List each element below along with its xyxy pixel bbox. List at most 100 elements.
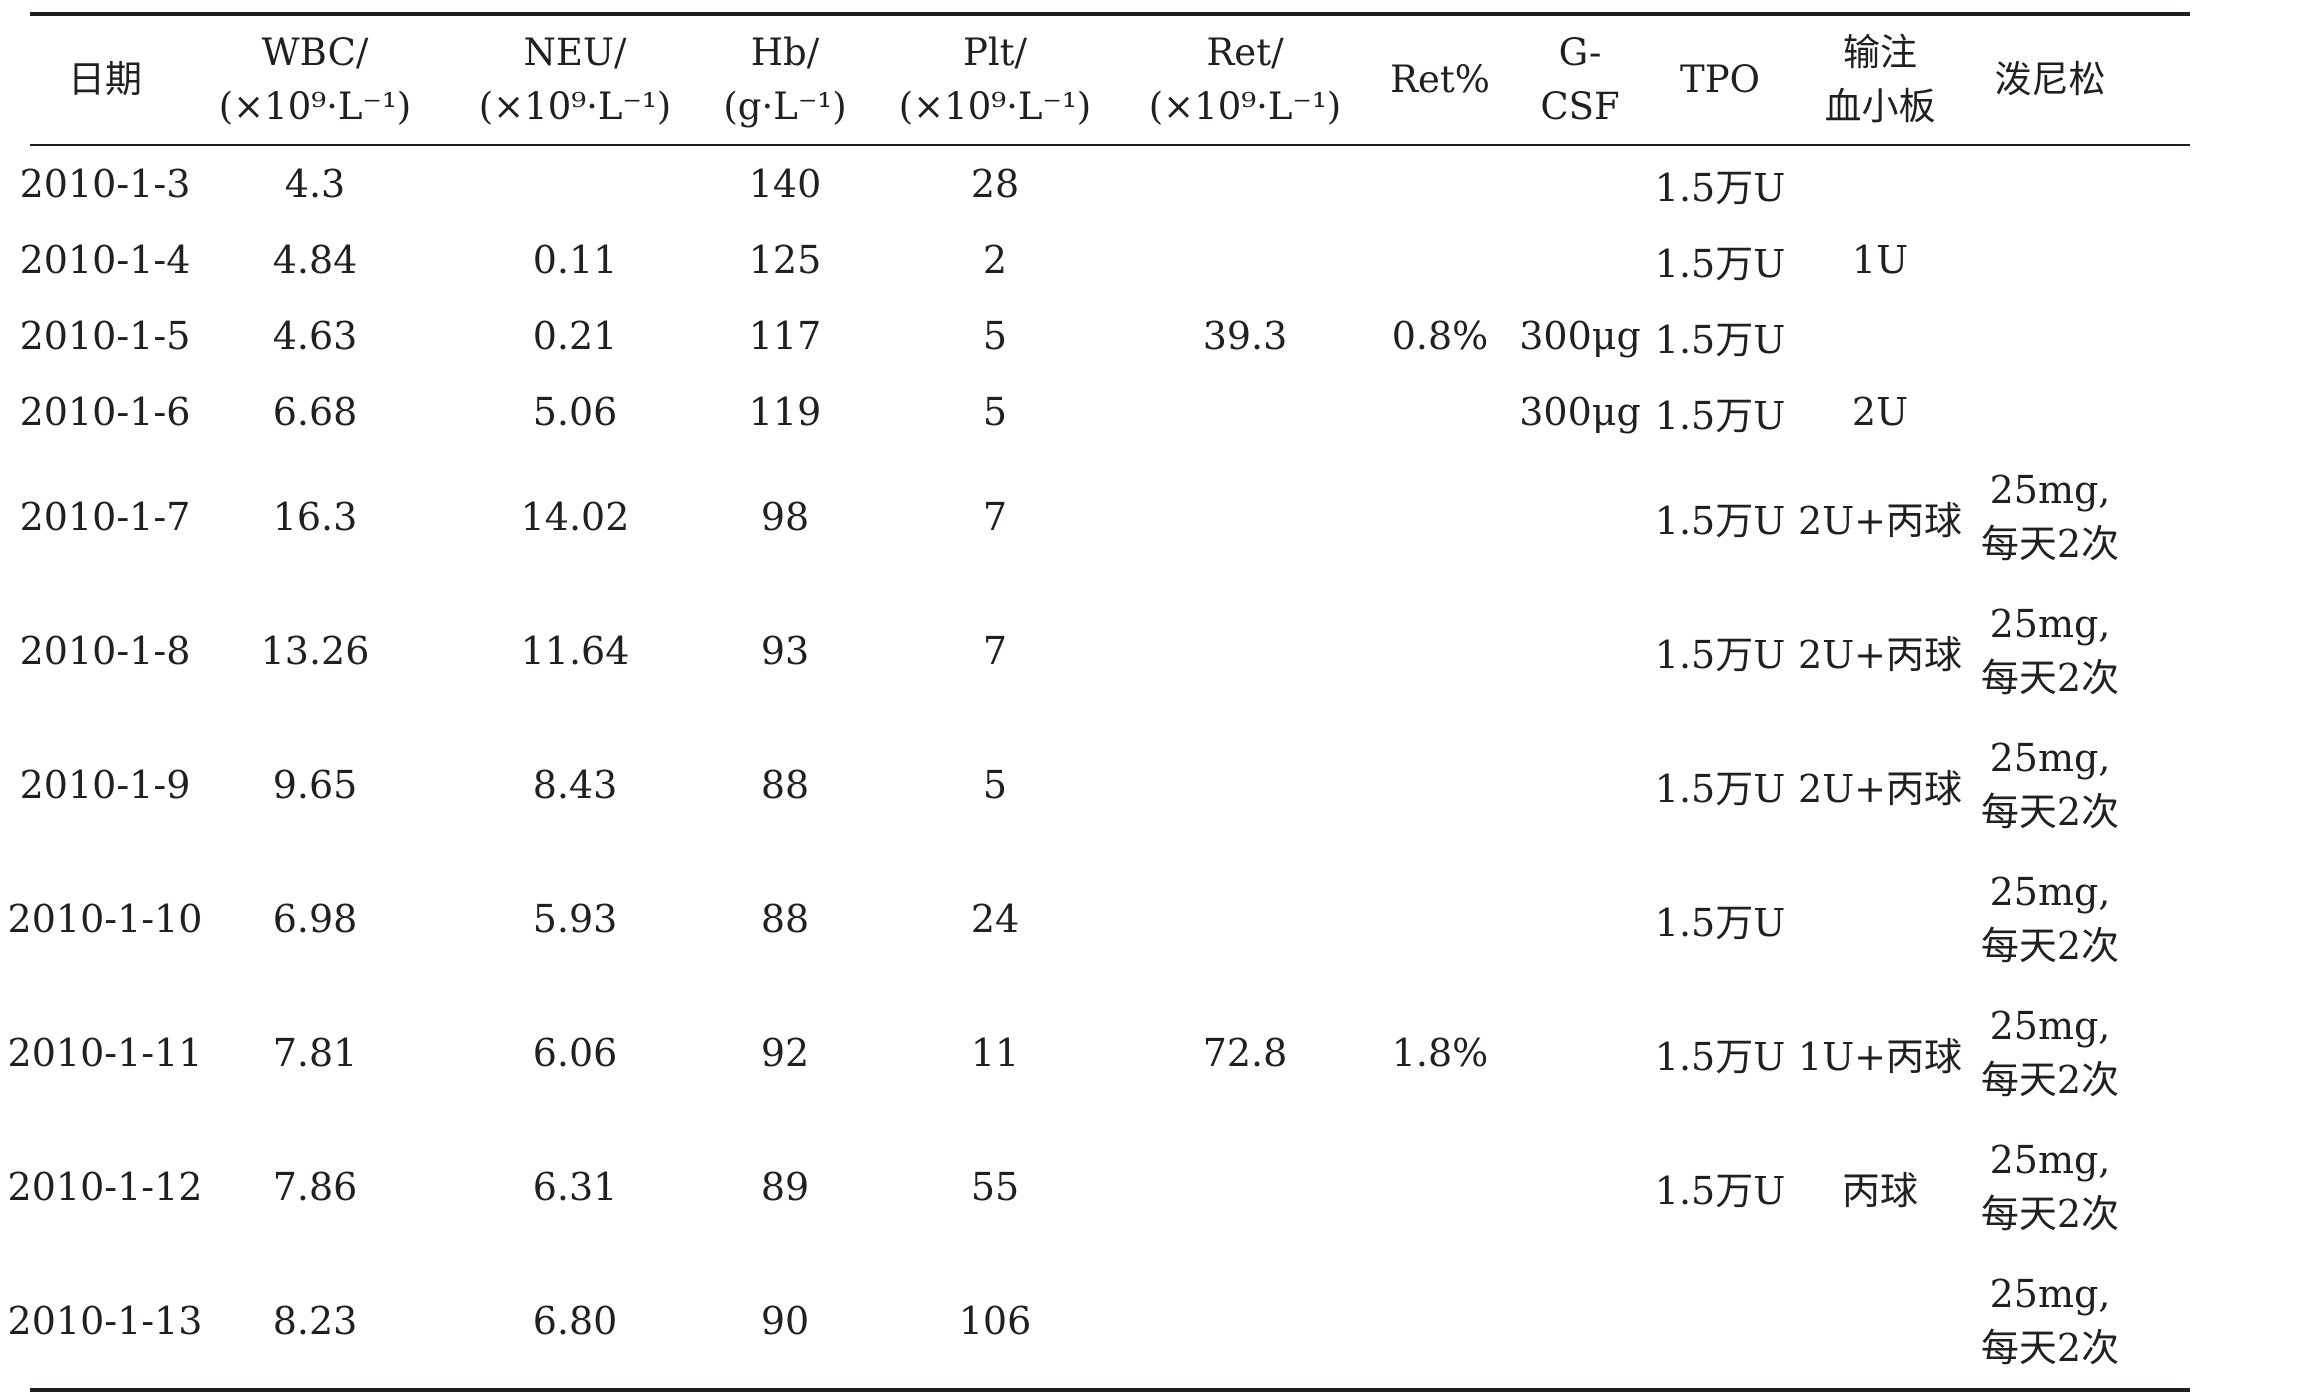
cell-neu: 5.93 <box>532 897 618 941</box>
cell-prednisone-line: 25mg, <box>1989 1272 2111 1316</box>
cell-hb: 98 <box>760 495 810 539</box>
header-wbc: WBC/ (×10⁹·L⁻¹) <box>218 31 412 128</box>
cell-tpo: 1.5万U <box>1654 1034 1786 1079</box>
cell-neu: 5.06 <box>532 390 618 434</box>
cell-prednisone-line: 每天2次 <box>1980 522 2120 566</box>
cell-wbc: 8.23 <box>272 1299 358 1343</box>
cell-neu: 6.06 <box>532 1031 618 1075</box>
cell-prednisone-line: 25mg, <box>1989 1004 2111 1048</box>
cell-hb: 90 <box>760 1299 810 1343</box>
cell-ret <box>1120 146 1370 222</box>
cell-prednisone: 25mg, 每天2次 <box>1970 450 2130 584</box>
table-row: 2010-1-9 9.65 8.43 88 5 1.5万U 2U+丙球 25mg, 每天2次 <box>19 718 2190 852</box>
cell-neu: 6.80 <box>532 1299 618 1343</box>
cell-date: 2010-1-13 <box>7 1299 203 1343</box>
cell-ret: 72.8 <box>1202 1031 1288 1075</box>
cell-prednisone-line: 每天2次 <box>1980 1192 2120 1236</box>
cell-date: 2010-1-11 <box>7 1031 203 1075</box>
cell-prednisone-line: 25mg, <box>1989 468 2111 512</box>
cell-wbc: 13.26 <box>260 629 370 673</box>
header-date: 日期 <box>68 58 142 101</box>
header-plt: Plt/ (×10⁹·L⁻¹) <box>898 31 1092 128</box>
cell-tpo: 1.5万U <box>1654 632 1786 677</box>
cell-wbc: 9.65 <box>272 763 358 807</box>
table-header-rule <box>30 144 2190 146</box>
cell-ret <box>1120 1254 1370 1388</box>
cell-tpo: 1.5万U <box>1654 165 1786 210</box>
cell-prednisone <box>1970 374 2130 450</box>
cell-g-csf <box>1510 584 1650 718</box>
cell-hb: 92 <box>760 1031 810 1075</box>
cell-hb: 117 <box>748 314 822 358</box>
cell-tpo: 1.5万U <box>1654 900 1786 945</box>
cell-ret <box>1120 450 1370 584</box>
cell-ret <box>1120 222 1370 298</box>
table-top-rule <box>30 12 2190 16</box>
cell-g-csf: 300μg <box>1519 390 1641 434</box>
cell-plt: 7 <box>982 495 1008 539</box>
cell-tpo: 1.5万U <box>1654 393 1786 438</box>
cell-transfusion <box>1790 1254 1970 1388</box>
header-hb: Hb/ (g·L⁻¹) <box>723 31 847 128</box>
cell-prednisone-line: 每天2次 <box>1980 656 2120 700</box>
cell-wbc: 7.81 <box>272 1031 358 1075</box>
cell-hb: 93 <box>760 629 810 673</box>
cell-prednisone-line: 25mg, <box>1989 1138 2111 1182</box>
table-row: 2010-1-12 7.86 6.31 89 55 1.5万U 丙球 25mg, 每天2次 <box>7 1120 2190 1254</box>
cell-date: 2010-1-12 <box>7 1165 203 1209</box>
cell-tpo: 1.5万U <box>1654 498 1786 543</box>
cell-date: 2010-1-9 <box>19 763 191 807</box>
cell-ret: 39.3 <box>1202 314 1288 358</box>
cell-transfusion <box>1790 852 1970 986</box>
cell-ret-percent <box>1370 222 1510 298</box>
cell-prednisone: 25mg, 每天2次 <box>1970 986 2130 1120</box>
cell-plt: 5 <box>982 314 1008 358</box>
header-ret: Ret/ (×10⁹·L⁻¹) <box>1148 31 1342 128</box>
cell-tpo: 1.5万U <box>1654 241 1786 286</box>
cell-ret <box>1120 718 1370 852</box>
table-row: 2010-1-5 4.63 0.21 117 5 39.3 0.8% 300μg 1.5万U <box>19 298 2190 374</box>
cell-prednisone: 25mg, 每天2次 <box>1970 584 2130 718</box>
cell-tpo: 1.5万U <box>1654 1168 1786 1213</box>
cell-wbc: 4.84 <box>272 238 358 282</box>
cell-neu <box>450 146 700 222</box>
header-neu: NEU/ (×10⁹·L⁻¹) <box>478 31 672 128</box>
cell-transfusion: 1U+丙球 <box>1797 1034 1963 1079</box>
cell-transfusion: 2U+丙球 <box>1797 766 1963 811</box>
cell-prednisone-line: 25mg, <box>1989 870 2111 914</box>
cell-neu: 0.11 <box>532 238 618 282</box>
cell-prednisone: 25mg, 每天2次 <box>1970 852 2130 986</box>
table-header: 日期 WBC/ (×10⁹·L⁻¹) NEU/ (×10⁹·L⁻¹) Hb/ (… <box>30 16 2190 144</box>
cell-wbc: 7.86 <box>272 1165 358 1209</box>
cell-hb: 89 <box>760 1165 810 1209</box>
cell-ret-percent <box>1370 1120 1510 1254</box>
cell-wbc: 6.98 <box>272 897 358 941</box>
cell-ret-percent <box>1370 584 1510 718</box>
cell-neu: 6.31 <box>532 1165 618 1209</box>
cell-ret <box>1120 852 1370 986</box>
cell-date: 2010-1-6 <box>19 390 191 434</box>
cell-wbc: 4.63 <box>272 314 358 358</box>
cell-g-csf: 300μg <box>1519 314 1641 358</box>
cell-neu: 8.43 <box>532 763 618 807</box>
table-row: 2010-1-11 7.81 6.06 92 11 72.8 1.8% 1.5万U 1U+丙球 2… <box>7 986 2190 1120</box>
cell-wbc: 4.3 <box>284 162 346 206</box>
cell-prednisone <box>1970 298 2130 374</box>
cell-hb: 88 <box>760 763 810 807</box>
cell-date: 2010-1-5 <box>19 314 191 358</box>
table-row: 2010-1-4 4.84 0.11 125 2 1.5万U 1U <box>20 222 2190 298</box>
cell-neu: 0.21 <box>532 314 618 358</box>
cell-transfusion: 1U <box>1851 238 1909 282</box>
cell-date: 2010-1-3 <box>19 162 191 206</box>
cell-transfusion: 丙球 <box>1841 1168 1918 1213</box>
table-row: 2010-1-6 6.68 5.06 119 5 300μg 1.5万U 2U <box>19 374 2190 450</box>
cell-neu: 11.64 <box>520 629 630 673</box>
cell-hb: 119 <box>748 390 822 434</box>
cell-ret-percent <box>1370 146 1510 222</box>
table-row: 2010-1-8 13.26 11.64 93 7 1.5万U 2U+丙球 25mg, 每天2次 <box>20 584 2190 718</box>
table-bottom-rule <box>30 1388 2190 1392</box>
cell-plt: 5 <box>982 390 1008 434</box>
cell-plt: 55 <box>970 1165 1020 1209</box>
cell-tpo: 1.5万U <box>1654 317 1786 362</box>
cell-prednisone-line: 25mg, <box>1989 736 2111 780</box>
